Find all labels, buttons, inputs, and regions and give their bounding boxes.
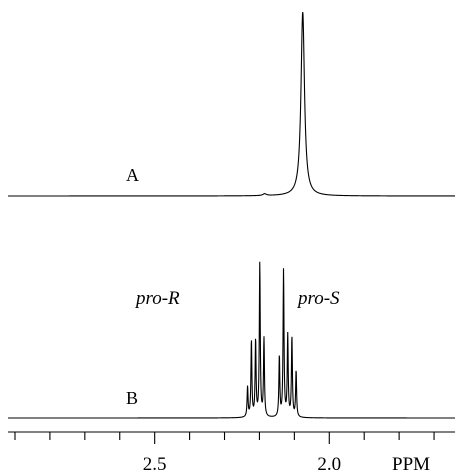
annotation-pro-r: pro-R: [134, 288, 180, 309]
x-axis-tick-label: 2.5: [143, 454, 167, 475]
annotation-pro-s: pro-S: [296, 288, 340, 309]
x-axis-unit-label: PPM: [392, 454, 430, 475]
trace-label-a: A: [126, 165, 139, 185]
spectrum-b: B: [8, 261, 455, 419]
spectrum-trace-b: [8, 261, 455, 419]
spectrum-trace-a: [8, 11, 455, 197]
trace-label-b: B: [126, 388, 138, 408]
spectrum-a: A: [8, 11, 455, 197]
x-axis: 2.5 2.0 PPM: [8, 431, 455, 475]
x-axis-tick-label: 2.0: [317, 454, 341, 475]
x-axis-ticks: [14, 432, 435, 444]
x-axis-tick-labels: 2.5 2.0: [143, 454, 341, 475]
